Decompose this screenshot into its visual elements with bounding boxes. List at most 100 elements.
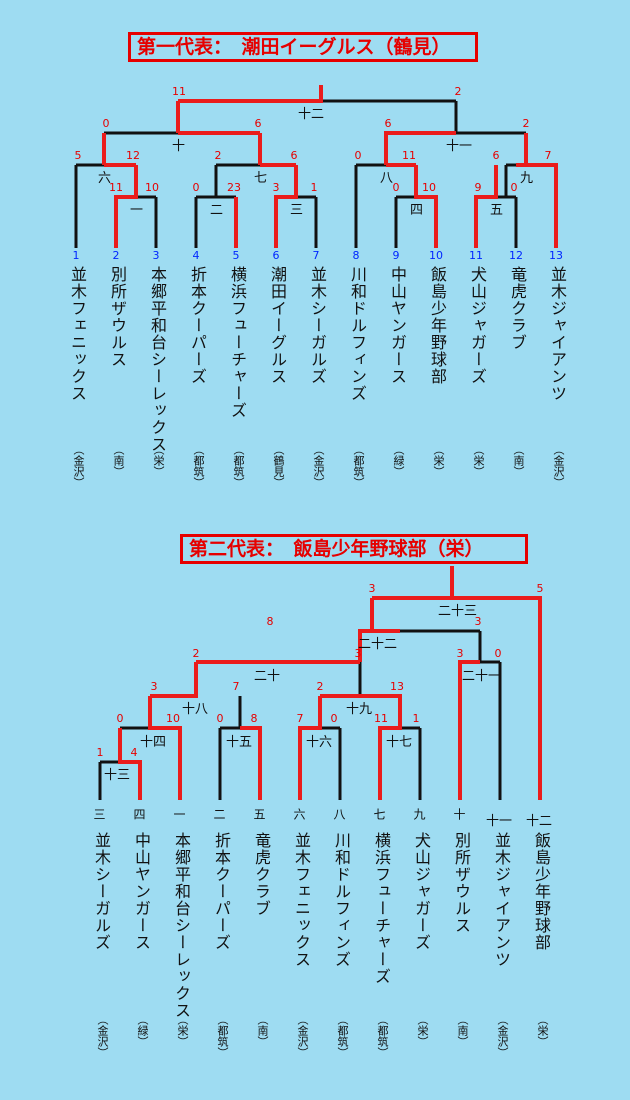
- seed-number: 8: [352, 249, 360, 262]
- team-name: 犬山ジャガーズ: [468, 266, 487, 385]
- match-number: 十四: [140, 735, 167, 750]
- match-number: 十一: [446, 139, 473, 154]
- team-name: 並木フェニックス: [68, 266, 87, 402]
- score: 10: [422, 181, 436, 194]
- match-number: 二十一: [462, 669, 502, 684]
- match-number: 二十: [254, 669, 281, 684]
- match-number: 十: [172, 139, 186, 154]
- score: 2: [214, 149, 222, 162]
- team-region: （鶴見）: [272, 444, 285, 488]
- team-region: （南）: [256, 1014, 269, 1047]
- score: 13: [390, 680, 404, 693]
- match-number: 二十三: [438, 604, 478, 619]
- seed-number: 4: [192, 249, 200, 262]
- draw-order: 十一: [486, 814, 513, 829]
- match-number: 三: [290, 203, 304, 218]
- seed-number: 13: [549, 249, 563, 262]
- team-name: 別所ザウルス: [452, 832, 471, 934]
- seed-number: 12: [509, 249, 523, 262]
- draw-order: 二: [212, 808, 226, 820]
- match-number: 五: [490, 203, 504, 218]
- score: 8: [266, 615, 274, 628]
- team-name: 本郷平和台シーレックス: [148, 266, 167, 453]
- score: 5: [74, 149, 82, 162]
- team-name: 川和ドルフィンズ: [332, 832, 351, 968]
- score: 6: [254, 117, 262, 130]
- score: 7: [296, 712, 304, 725]
- score: 11: [172, 85, 186, 98]
- match-number: 十三: [104, 768, 131, 783]
- seed-number: 10: [429, 249, 443, 262]
- team-region: （栄）: [536, 1014, 549, 1047]
- seed-number: 6: [272, 249, 280, 262]
- score: 3: [272, 181, 280, 194]
- team-region: （南）: [456, 1014, 469, 1047]
- team-region: （金沢）: [296, 1014, 309, 1058]
- score: 2: [454, 85, 462, 98]
- team-name: 犬山ジャガーズ: [412, 832, 431, 951]
- draw-order: 三: [92, 808, 106, 820]
- score: 0: [192, 181, 200, 194]
- score: 2: [522, 117, 530, 130]
- team-name: 川和ドルフィンズ: [348, 266, 367, 402]
- score: 6: [492, 149, 500, 162]
- score: 2: [316, 680, 324, 693]
- team-region: （金沢）: [72, 444, 85, 488]
- score: 6: [290, 149, 298, 162]
- match-number: 十二: [298, 107, 325, 122]
- seed-number: 9: [392, 249, 400, 262]
- team-name: 竜虎クラブ: [252, 832, 271, 917]
- score: 0: [330, 712, 338, 725]
- match-number: 十九: [346, 702, 373, 717]
- team-region: （南）: [512, 444, 525, 477]
- score: 7: [232, 680, 240, 693]
- team-name: 横浜フューチャーズ: [372, 832, 391, 985]
- score: 1: [310, 181, 318, 194]
- match-number: 二: [210, 203, 224, 218]
- team-region: （栄）: [416, 1014, 429, 1047]
- team-name: 中山ヤンガース: [388, 266, 407, 385]
- team-name: 並木ジャイアンツ: [492, 832, 511, 968]
- score: 12: [126, 149, 140, 162]
- team-name: 中山ヤンガース: [132, 832, 151, 951]
- seed-number: 1: [72, 249, 80, 262]
- team-region: （南）: [112, 444, 125, 477]
- draw-order: 八: [332, 808, 346, 820]
- score: 11: [402, 149, 416, 162]
- team-region: （都筑）: [216, 1014, 229, 1058]
- score: 8: [250, 712, 258, 725]
- team-region: （都筑）: [376, 1014, 389, 1058]
- draw-order: 七: [372, 808, 386, 820]
- bracket1-title: 第一代表： 潮田イーグルス（鶴見）: [128, 32, 478, 62]
- team-name: 竜虎クラブ: [508, 266, 527, 351]
- team-name: 並木シーガルズ: [92, 832, 111, 951]
- seed-number: 3: [152, 249, 160, 262]
- score: 5: [536, 582, 544, 595]
- score: 7: [544, 149, 552, 162]
- score: 6: [384, 117, 392, 130]
- seed-number: 7: [312, 249, 320, 262]
- team-name: 潮田イーグルス: [268, 266, 287, 385]
- match-number: 十八: [182, 702, 209, 717]
- score: 1: [96, 746, 104, 759]
- team-region: （栄）: [432, 444, 445, 477]
- match-number: 四: [410, 203, 424, 218]
- draw-order: 六: [292, 808, 306, 820]
- match-number: 十六: [306, 735, 333, 750]
- team-name: 並木ジャイアンツ: [548, 266, 567, 402]
- team-region: （栄）: [176, 1014, 189, 1047]
- match-number: 一: [130, 203, 144, 218]
- team-name: 並木フェニックス: [292, 832, 311, 968]
- team-region: （都筑）: [336, 1014, 349, 1058]
- match-number: 九: [520, 171, 534, 186]
- draw-order: 五: [252, 808, 266, 820]
- team-region: （都筑）: [232, 444, 245, 488]
- match-number: 八: [380, 171, 394, 186]
- seed-number: 11: [469, 249, 483, 262]
- score: 0: [392, 181, 400, 194]
- match-number: 十七: [386, 735, 413, 750]
- match-number: 七: [254, 171, 268, 186]
- score: 0: [216, 712, 224, 725]
- score: 11: [109, 181, 123, 194]
- team-name: 飯島少年野球部: [428, 266, 447, 385]
